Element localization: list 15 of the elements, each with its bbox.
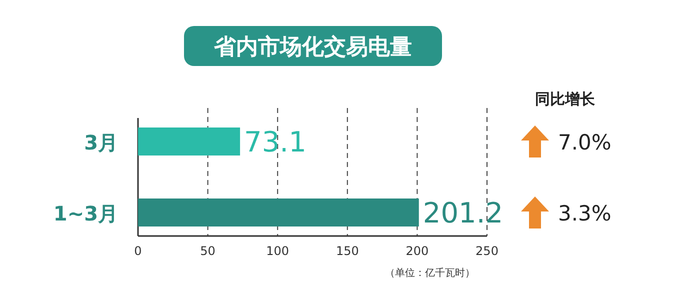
chart-title: 省内市场化交易电量 xyxy=(213,34,412,60)
x-tick-label: 100 xyxy=(266,244,290,258)
x-tick-label: 0 xyxy=(134,244,142,258)
text: 3.3% xyxy=(558,202,612,226)
text: 7.0% xyxy=(558,130,612,154)
y-tick-label: 1~3月 xyxy=(53,202,118,226)
data-label: 201.2 xyxy=(422,196,504,230)
x-tick-label: 50 xyxy=(200,244,216,258)
x-tick-label: 250 xyxy=(476,244,498,258)
data-label: 73.1 xyxy=(244,126,306,158)
x-tick-label: 200 xyxy=(406,244,429,258)
text: （单位：亿千瓦时） xyxy=(385,267,475,279)
x-tick-label: 150 xyxy=(336,244,359,258)
y-tick-label: 3月 xyxy=(84,130,118,154)
text: 同比增长 xyxy=(535,90,596,108)
